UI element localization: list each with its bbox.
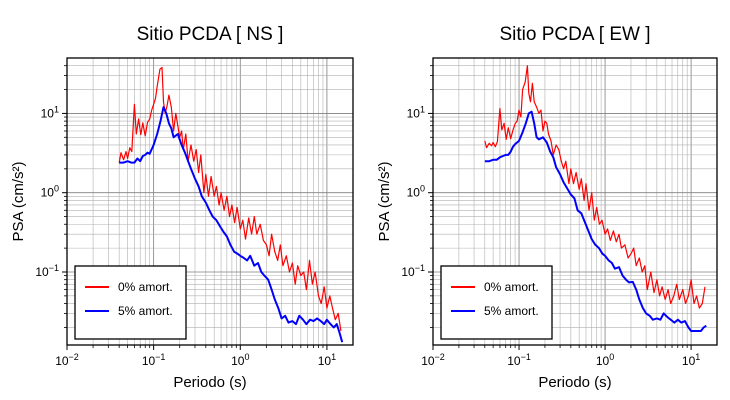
legend-entry: 0% amort. bbox=[484, 280, 539, 294]
y-tick-label: 101 bbox=[407, 104, 425, 120]
legend: 0% amort. 5% amort. bbox=[74, 265, 187, 340]
x-tick-label: 101 bbox=[318, 352, 336, 368]
legend-entry: 5% amort. bbox=[118, 304, 173, 318]
grid bbox=[67, 58, 353, 345]
chart-title: Sitio PCDA [ NS ] bbox=[137, 24, 284, 45]
x-tick-label: 10−1 bbox=[142, 352, 166, 368]
x-tick-label: 10−2 bbox=[55, 352, 79, 368]
x-tick-label: 101 bbox=[682, 352, 700, 368]
series-line-blue bbox=[119, 106, 344, 343]
x-tick-label: 10−1 bbox=[507, 352, 531, 368]
x-tick-label: 10−2 bbox=[421, 352, 445, 368]
series-line-blue bbox=[484, 110, 707, 332]
legend-box bbox=[440, 265, 553, 340]
x-axis-label: Periodo (s) bbox=[538, 374, 611, 391]
legend-box bbox=[74, 265, 187, 340]
series-line-red bbox=[484, 65, 706, 309]
series-line-red bbox=[118, 66, 342, 332]
chart-panel: Sitio PCDA [ EW ] 10−2 10−1 100 101 10−1 100 10… bbox=[376, 24, 718, 391]
y-tick-label: 100 bbox=[407, 184, 425, 200]
x-axis-label: Periodo (s) bbox=[173, 374, 246, 391]
y-axis-label: PSA (cm/s²) bbox=[10, 161, 27, 241]
plot-frame bbox=[432, 57, 718, 346]
x-tick-label: 100 bbox=[231, 352, 249, 368]
chart-panel: Sitio PCDA [ NS ] 10−2 10−1 100 101 10−1 100 10… bbox=[10, 24, 354, 391]
plot-frame bbox=[66, 57, 354, 346]
legend: 0% amort. 5% amort. bbox=[440, 265, 553, 340]
y-tick-label: 101 bbox=[41, 104, 59, 120]
legend-entry: 0% amort. bbox=[118, 280, 173, 294]
y-tick-label: 100 bbox=[41, 184, 59, 200]
y-axis-label: PSA (cm/s²) bbox=[376, 161, 393, 241]
y-tick-label: 10−1 bbox=[35, 263, 59, 279]
legend-entry: 5% amort. bbox=[484, 304, 539, 318]
chart-title: Sitio PCDA [ EW ] bbox=[500, 24, 651, 45]
y-tick-label: 10−1 bbox=[401, 263, 425, 279]
x-tick-label: 100 bbox=[596, 352, 614, 368]
